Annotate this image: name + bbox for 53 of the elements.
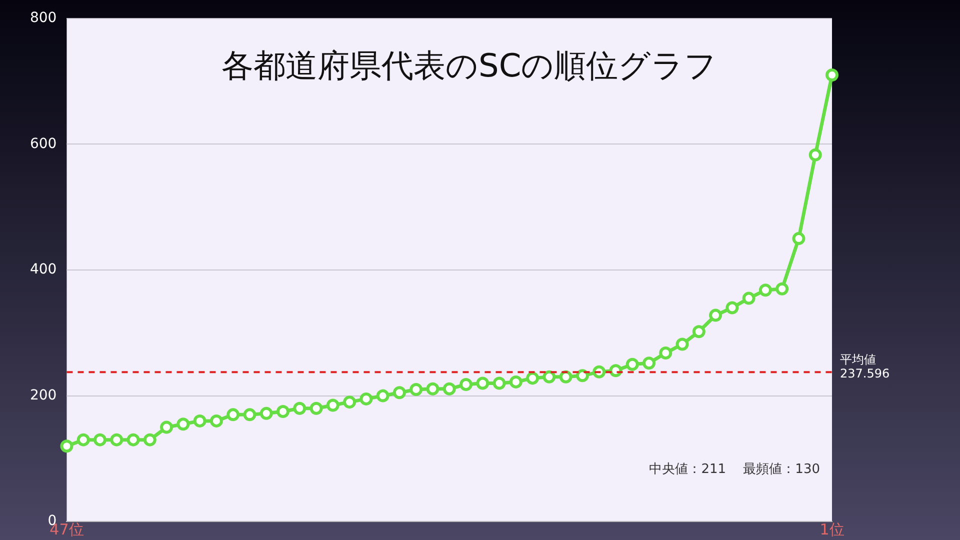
point <box>60 440 74 453</box>
point <box>293 402 306 415</box>
point <box>276 405 290 418</box>
point <box>659 346 672 360</box>
point <box>742 292 756 305</box>
point <box>626 358 639 371</box>
point <box>376 389 390 402</box>
point <box>460 378 472 391</box>
point <box>110 433 124 446</box>
point <box>758 284 772 297</box>
point <box>709 308 722 322</box>
point <box>410 383 423 396</box>
point <box>260 406 273 420</box>
point <box>193 414 206 428</box>
point <box>326 398 340 412</box>
point <box>243 408 256 422</box>
point <box>392 386 406 400</box>
point <box>93 433 106 446</box>
point <box>676 338 689 351</box>
text: 各都道府県代表のSCの順位グラフ <box>222 46 718 85</box>
point <box>692 325 706 338</box>
point <box>143 433 156 446</box>
point <box>826 68 838 82</box>
point <box>176 418 190 431</box>
point <box>509 375 522 388</box>
point <box>492 376 506 390</box>
y-tick-label: 200 <box>30 387 57 404</box>
y-tick-label: 600 <box>30 136 57 152</box>
point <box>426 382 440 396</box>
point <box>808 148 822 162</box>
point <box>310 402 323 415</box>
point <box>776 282 789 296</box>
point <box>726 301 739 314</box>
point <box>76 433 90 446</box>
point <box>160 420 174 434</box>
point <box>476 376 490 390</box>
point <box>210 414 223 428</box>
point <box>226 408 240 422</box>
point <box>343 396 356 409</box>
x-tick-label: 1位 <box>820 520 844 538</box>
point <box>126 433 140 446</box>
ref-line-label: 平均値 237.596 <box>840 352 890 381</box>
y-tick-label: 800 <box>30 10 57 26</box>
point <box>442 382 456 396</box>
point <box>576 369 589 382</box>
annotation: 中央値：211 最頻値：130 <box>649 462 820 477</box>
point <box>526 372 540 385</box>
point <box>642 356 656 370</box>
point <box>792 232 806 246</box>
point <box>360 392 373 406</box>
point <box>542 370 556 384</box>
y-tick-label: 400 <box>30 262 57 278</box>
point <box>559 370 572 384</box>
